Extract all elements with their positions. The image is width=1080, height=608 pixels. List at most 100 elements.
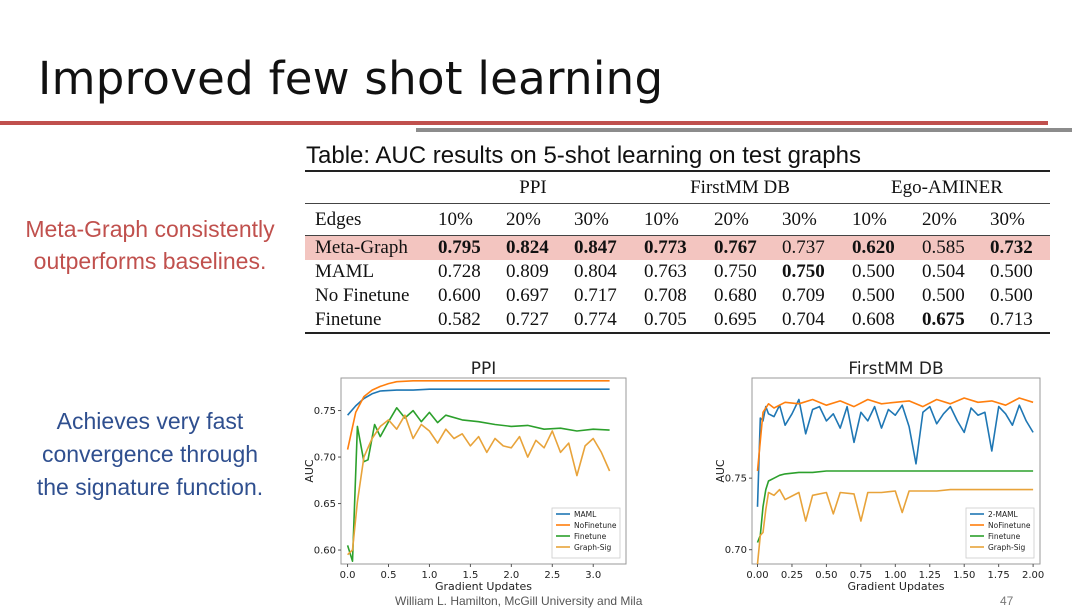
auc-cell: 0.582 xyxy=(438,309,481,330)
x-tick-label: 2.00 xyxy=(1022,570,1044,581)
auc-cell: 0.675 xyxy=(922,309,965,330)
series-line xyxy=(346,388,610,416)
title-underline-red xyxy=(0,121,1048,125)
footer-credit: William L. Hamilton, McGill University a… xyxy=(395,594,643,608)
x-tick-label: 0.0 xyxy=(340,570,356,581)
column-header-pct: 30% xyxy=(782,208,817,230)
table-row: Meta-Graph 0.795 0.824 0.847 0.773 0.767 0.737… xyxy=(305,235,1050,260)
auc-cell: 0.809 xyxy=(506,261,549,282)
y-axis-label: AUC xyxy=(303,459,316,483)
auc-cell: 0.608 xyxy=(852,309,895,330)
legend-label: Graph-Sig xyxy=(574,543,612,552)
auc-cell: 0.824 xyxy=(506,237,549,258)
auc-cell: 0.732 xyxy=(990,237,1033,258)
auc-cell: 0.750 xyxy=(714,261,757,282)
column-header-pct: 20% xyxy=(714,208,749,230)
column-header-pct: 10% xyxy=(438,208,473,230)
auc-cell: 0.705 xyxy=(644,309,687,330)
x-tick-label: 1.00 xyxy=(884,570,906,581)
auc-cell: 0.500 xyxy=(990,285,1033,306)
series-line xyxy=(347,414,611,556)
auc-cell: 0.704 xyxy=(782,309,825,330)
column-header-pct: 10% xyxy=(644,208,679,230)
x-tick-label: 3.0 xyxy=(585,570,601,581)
legend-label: Finetune xyxy=(574,532,607,541)
side-note-line: Meta-Graph consistently xyxy=(25,216,275,242)
legend-label: 2-MAML xyxy=(988,510,1019,519)
legend-box xyxy=(551,507,621,559)
plot-frame xyxy=(340,377,627,565)
method-name: Finetune xyxy=(315,309,382,330)
auc-cell: 0.709 xyxy=(782,285,825,306)
auc-cell: 0.585 xyxy=(922,237,965,258)
chart-title: PPI xyxy=(471,359,497,379)
x-axis-label: Gradient Updates xyxy=(848,580,945,592)
auc-cell: 0.600 xyxy=(438,285,481,306)
x-tick-label: 1.75 xyxy=(988,570,1010,581)
method-name: MAML xyxy=(315,261,375,282)
column-header-edges: Edges xyxy=(315,208,362,230)
ppi-chart: PPI 0.0 0.5 1.0 1.5 2.0 2.5 3.0 0.60 0.65 0.70 0.75… xyxy=(303,359,627,592)
series-line xyxy=(756,398,1034,507)
auc-cell: 0.717 xyxy=(574,285,617,306)
auc-cell: 0.504 xyxy=(922,261,965,282)
auc-cell: 0.697 xyxy=(506,285,549,306)
group-header-firstmm: FirstMM DB xyxy=(690,176,790,198)
x-tick-label: 1.5 xyxy=(462,570,478,581)
y-axis-label: AUC xyxy=(714,459,727,483)
x-tick-label: 0.75 xyxy=(850,570,872,581)
x-tick-label: 2.0 xyxy=(503,570,519,581)
auc-cell: 0.620 xyxy=(852,237,895,258)
x-axis-label: Gradient Updates xyxy=(435,580,532,592)
legend-label: Finetune xyxy=(988,532,1021,541)
x-tick-label: 0.5 xyxy=(381,570,397,581)
series-line xyxy=(346,379,610,450)
auc-cell: 0.737 xyxy=(782,237,825,258)
x-tick-label: 0.25 xyxy=(781,570,803,581)
column-header-pct: 20% xyxy=(506,208,541,230)
auc-cell: 0.773 xyxy=(644,237,687,258)
y-tick-label: 0.75 xyxy=(314,406,336,417)
side-note-line: the signature function. xyxy=(36,474,264,500)
side-note-line: convergence through xyxy=(41,441,259,467)
auc-cell: 0.767 xyxy=(714,237,757,258)
page-number: 47 xyxy=(1000,594,1014,608)
x-tick-label: 1.0 xyxy=(421,570,437,581)
plot-frame xyxy=(751,377,1041,565)
column-header-pct: 20% xyxy=(922,208,957,230)
auc-cell: 0.763 xyxy=(644,261,687,282)
auc-cell: 0.795 xyxy=(438,237,481,258)
chart-title: FirstMM DB xyxy=(848,359,943,379)
auc-cell: 0.804 xyxy=(574,261,617,282)
slide-title: Improved few shot learning xyxy=(38,52,664,105)
legend-label: NoFinetune xyxy=(988,521,1031,530)
group-header-ppi: PPI xyxy=(519,176,547,198)
x-tick-label: 0.00 xyxy=(746,570,768,581)
auc-cell: 0.500 xyxy=(990,261,1033,282)
auc-cell: 0.713 xyxy=(990,309,1033,330)
side-note-line: outperforms baselines. xyxy=(33,248,267,274)
table-row: Finetune 0.582 0.727 0.774 0.705 0.695 0.704 0.… xyxy=(305,308,1050,333)
legend-label: MAML xyxy=(574,510,597,519)
auc-cell: 0.728 xyxy=(438,261,481,282)
x-tick-label: 0.50 xyxy=(815,570,837,581)
auc-cell: 0.774 xyxy=(574,309,617,330)
table-row: MAML 0.728 0.809 0.804 0.763 0.750 0.750 0.500 0… xyxy=(305,260,1050,284)
side-note-outperforms: Meta-Graph consistently outperforms base… xyxy=(4,213,296,277)
x-tick-label: 1.25 xyxy=(919,570,941,581)
auc-cell: 0.708 xyxy=(644,285,687,306)
table-caption: Table: AUC results on 5-shot learning on… xyxy=(306,142,861,169)
auc-cell: 0.727 xyxy=(506,309,549,330)
title-underline-gray xyxy=(416,128,1072,132)
column-header-pct: 30% xyxy=(574,208,609,230)
group-header-ego-aminer: Ego-AMINER xyxy=(891,176,1003,198)
x-tick-label: 2.5 xyxy=(544,570,560,581)
y-tick-label: 0.60 xyxy=(314,546,336,557)
auc-cell: 0.750 xyxy=(782,261,825,282)
series-line xyxy=(346,406,610,562)
auc-cell: 0.695 xyxy=(714,309,757,330)
y-tick-label: 0.70 xyxy=(725,545,747,556)
y-tick-label: 0.65 xyxy=(314,499,336,510)
series-line xyxy=(756,397,1034,472)
x-tick-label: 1.50 xyxy=(953,570,975,581)
